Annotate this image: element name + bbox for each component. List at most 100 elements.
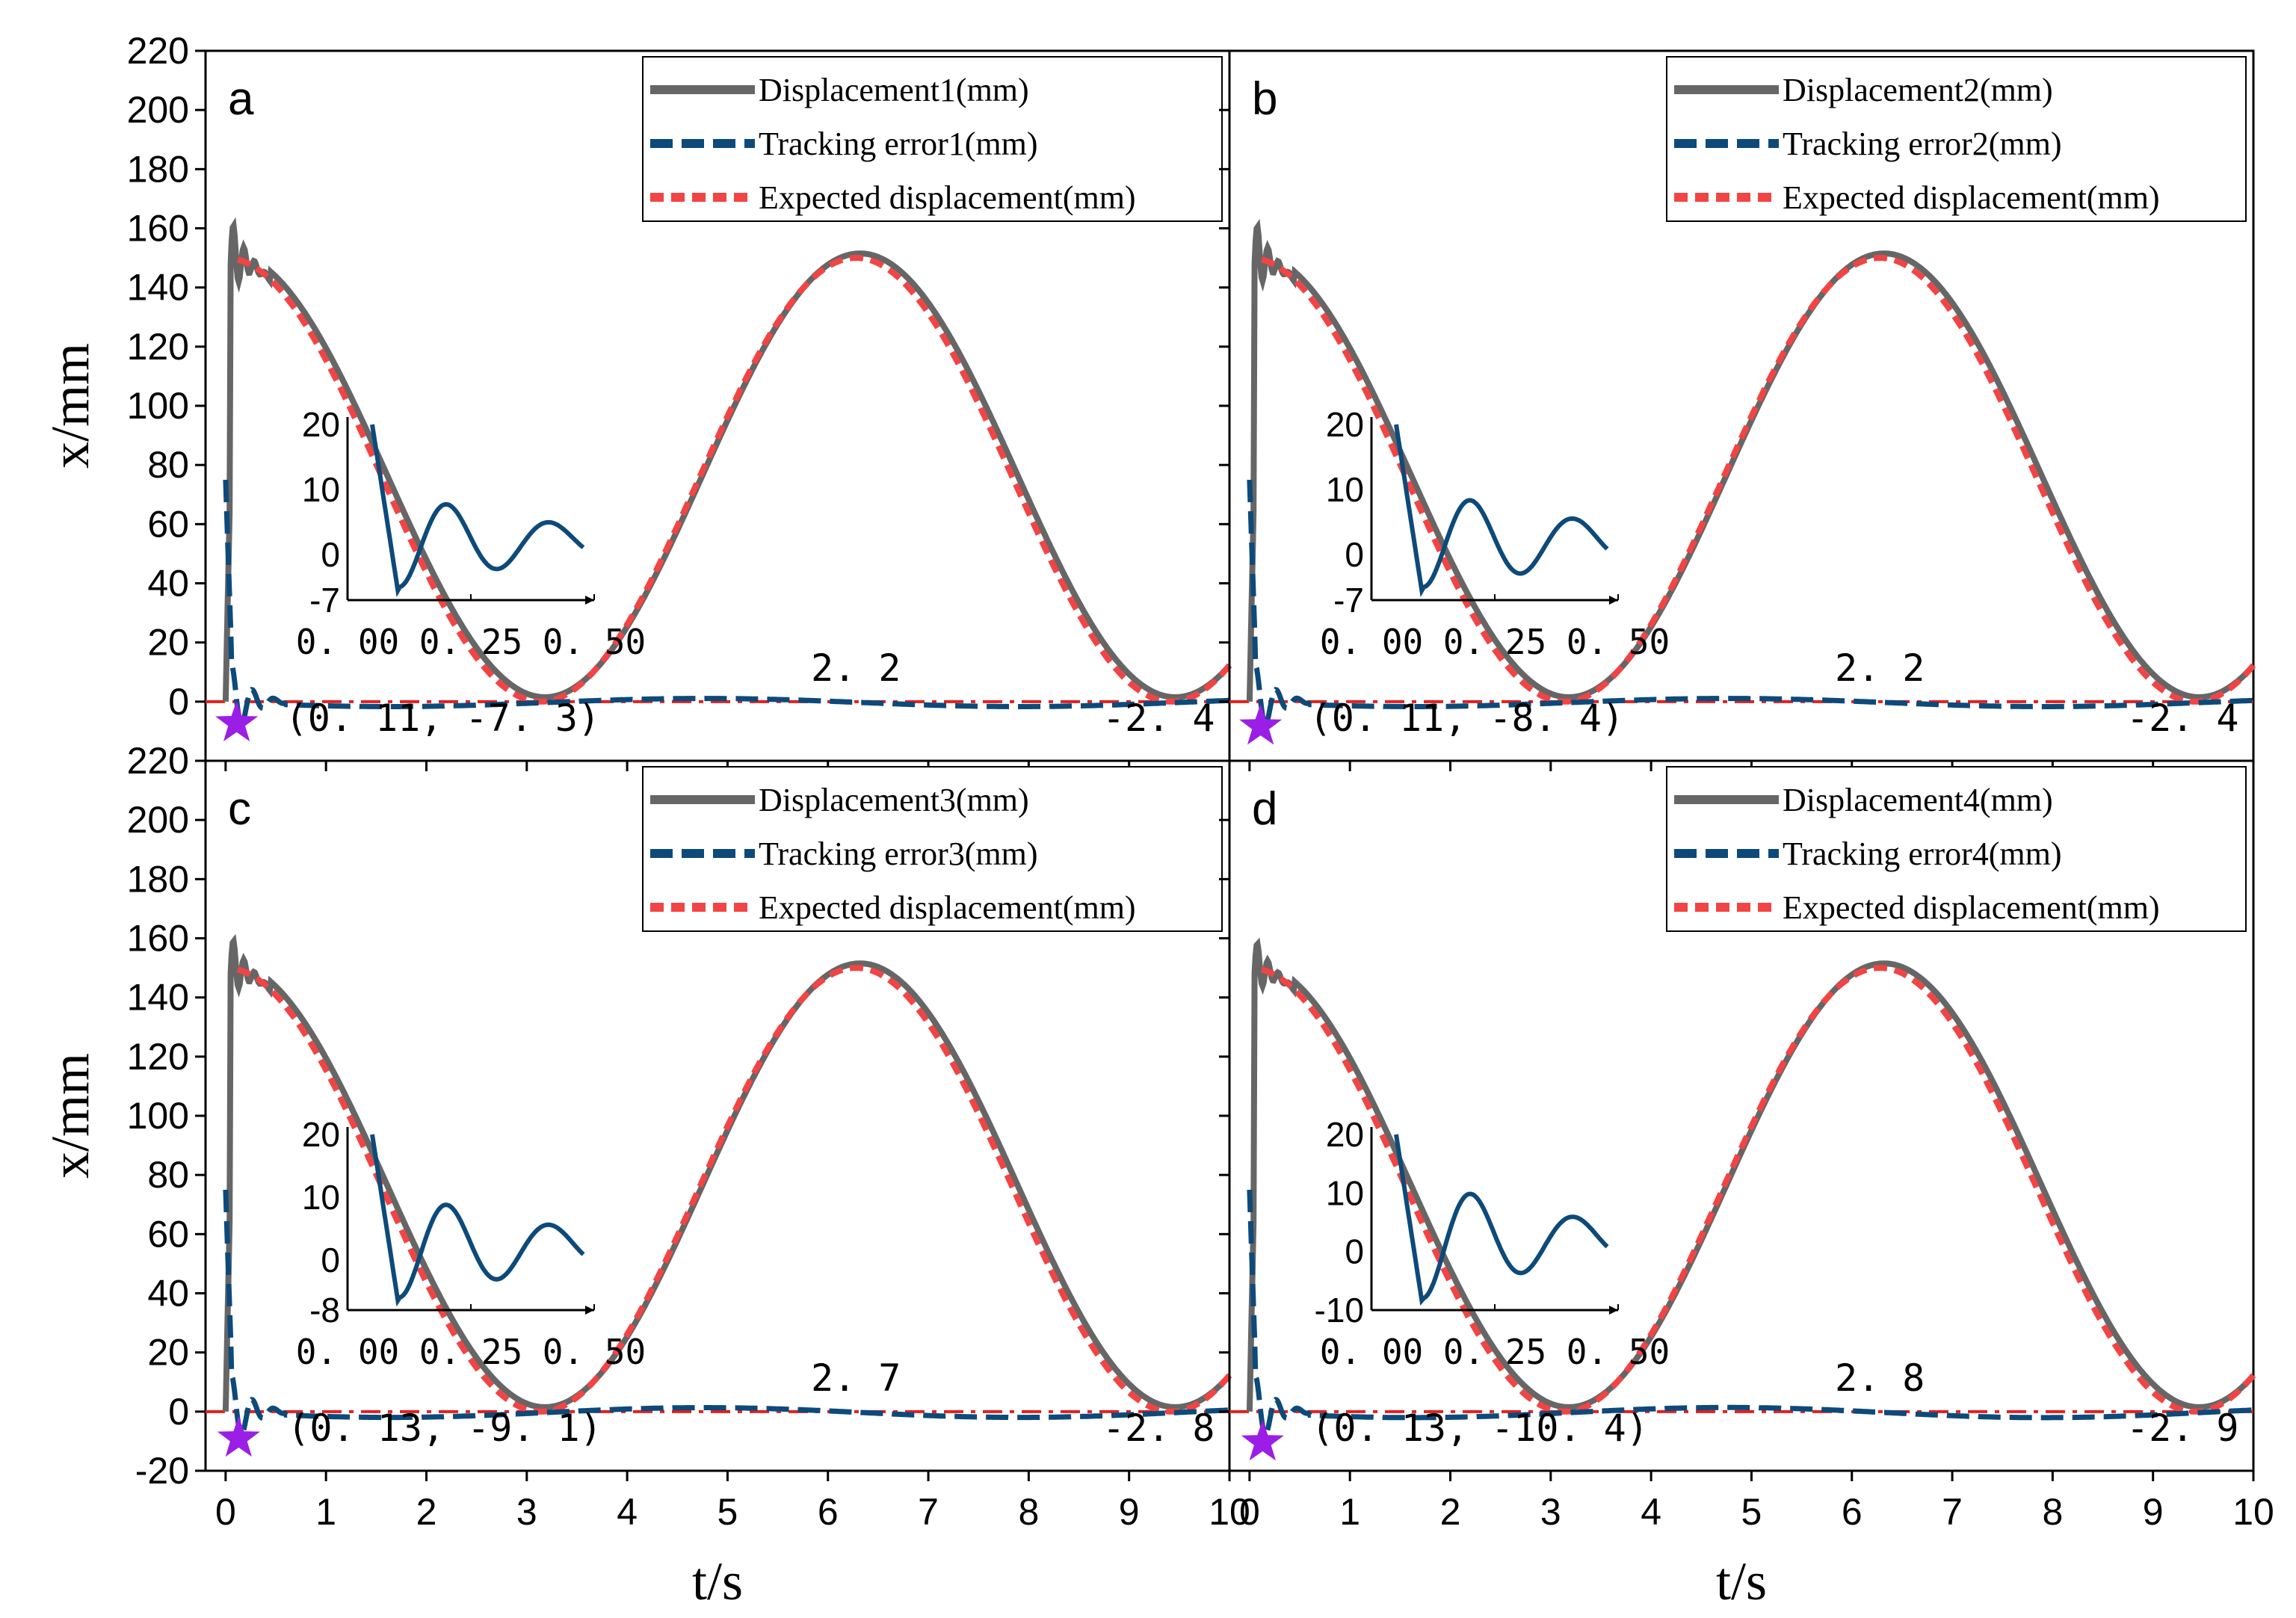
y-tick-label: 20 <box>147 1332 189 1374</box>
y-axis-title-bottom: x/mm <box>40 1053 100 1179</box>
min-error-star-marker <box>217 1415 260 1457</box>
legend-label: Tracking error1(mm) <box>759 126 1038 162</box>
y-tick-label: 220 <box>127 30 189 72</box>
expected-displacement-series <box>236 965 1232 1415</box>
y-axis-title-top: x/mm <box>40 343 100 469</box>
inset-y-tick-label: -8 <box>309 1291 340 1330</box>
x-tick-label: 2 <box>416 1491 437 1533</box>
min-error-star-marker <box>1241 1420 1284 1461</box>
legend-label: Expected displacement(mm) <box>1783 179 2160 216</box>
panel-letter: d <box>1252 783 1277 835</box>
peak-error-annotation: 2. 7 <box>811 1356 901 1400</box>
y-tick-label: 180 <box>127 858 189 900</box>
inset-y-tick-label: 20 <box>302 405 340 444</box>
tracking-error-series <box>223 479 1230 728</box>
x-tick-label: 1 <box>1339 1491 1360 1533</box>
inset-x-tick-label: 0. 25 <box>419 1332 522 1372</box>
inset-x-tick-label: 0. 50 <box>1567 622 1670 662</box>
star-annotation: (0. 11, -8. 4) <box>1309 697 1624 740</box>
inset-x-tick-label: 0. 50 <box>543 622 646 662</box>
legend-label: Tracking error4(mm) <box>1783 836 2062 872</box>
end-error-annotation: -2. 9 <box>2126 1407 2239 1450</box>
y-tick-label: 40 <box>147 1273 189 1315</box>
inset-y-tick-label: 0 <box>1345 535 1364 574</box>
y-tick-label: 200 <box>127 89 189 131</box>
inset-x-tick-label: 0. 00 <box>296 622 399 662</box>
inset-x-tick-label: 0. 50 <box>543 1332 646 1372</box>
inset-arrow-icon <box>1609 596 1618 605</box>
expected-displacement-series <box>1260 255 2256 705</box>
inset-x-tick-label: 0. 25 <box>1443 622 1546 662</box>
inset-y-tick-label: 20 <box>302 1115 340 1154</box>
x-tick-label: 10 <box>2232 1491 2274 1533</box>
x-tick-label: 6 <box>818 1491 839 1533</box>
y-tick-label: 140 <box>127 267 189 309</box>
inset-arrow-icon <box>585 1306 594 1315</box>
tracking-error-series <box>1247 479 2254 728</box>
y-tick-label: 60 <box>147 503 189 545</box>
y-tick-label: 220 <box>127 740 189 782</box>
y-tick-label: 120 <box>127 326 189 368</box>
y-tick-label: 120 <box>127 1036 189 1078</box>
star-annotation: (0. 11, -7. 3) <box>286 697 600 740</box>
end-error-annotation: -2. 4 <box>2126 697 2239 740</box>
panel-b: (0. 11, -8. 4) 2. 2 -2. 4 b Displacement2(mm… <box>1219 49 2256 771</box>
star-annotation: (0. 13, -9. 1) <box>287 1407 602 1450</box>
legend-label: Tracking error3(mm) <box>759 836 1038 872</box>
legend-label: Displacement1(mm) <box>759 72 1029 108</box>
inset-y-tick-label: 20 <box>1326 1115 1364 1154</box>
inset-arrow-icon <box>1609 1306 1618 1315</box>
inset-y-tick-label: -10 <box>1315 1291 1364 1330</box>
x-tick-label: 4 <box>1641 1491 1661 1533</box>
legend-label: Displacement2(mm) <box>1783 72 2053 108</box>
inset-y-tick-label: 10 <box>302 470 340 509</box>
inset-tracking-error-series <box>370 424 585 598</box>
x-tick-label: 8 <box>1018 1491 1039 1533</box>
peak-error-annotation: 2. 2 <box>1835 646 1925 690</box>
expected-displacement-series <box>236 255 1232 705</box>
y-tick-label: 160 <box>127 208 189 250</box>
inset-x-tick-label: 0. 00 <box>1320 622 1423 662</box>
legend-label: Expected displacement(mm) <box>1783 889 2160 926</box>
inset-y-tick-label: 0 <box>1345 1232 1364 1271</box>
inset-y-tick-label: 0 <box>321 1241 340 1279</box>
y-tick-label: 200 <box>127 799 189 841</box>
x-tick-label: 1 <box>315 1491 336 1533</box>
y-tick-label: 160 <box>127 918 189 960</box>
panel-d: 0 1 2 3 4 5 6 7 8 9 10 (0. 13, -10. 4) 2. 8 -2. 9 d Dis… <box>1219 759 2274 1533</box>
x-tick-label: 5 <box>718 1491 738 1533</box>
x-tick-label: 4 <box>617 1491 638 1533</box>
min-error-star-marker <box>215 700 259 741</box>
x-tick-label: 3 <box>1540 1491 1561 1533</box>
peak-error-annotation: 2. 2 <box>811 646 901 690</box>
panel-letter: b <box>1252 73 1277 125</box>
x-tick-label: 3 <box>516 1491 537 1533</box>
end-error-annotation: -2. 4 <box>1102 697 1215 740</box>
inset-x-tick-label: 0. 50 <box>1567 1332 1670 1372</box>
y-tick-label: 80 <box>147 444 189 486</box>
inset-y-tick-label: -7 <box>1333 581 1364 620</box>
x-tick-label: 7 <box>1942 1491 1963 1533</box>
inset-x-tick-label: 0. 25 <box>419 622 522 662</box>
inset-x-tick-label: 0. 00 <box>296 1332 399 1372</box>
x-tick-label: 9 <box>2143 1491 2164 1533</box>
inset-y-tick-label: 20 <box>1326 405 1364 444</box>
inset-tracking-error-series <box>1394 424 1609 598</box>
panel-letter: a <box>228 73 254 125</box>
x-axis-title-left: t/s <box>692 1551 743 1611</box>
x-tick-label: 0 <box>1239 1491 1260 1533</box>
x-tick-label: 5 <box>1741 1491 1762 1533</box>
x-axis-title-right: t/s <box>1716 1551 1767 1611</box>
inset-arrow-icon <box>585 596 594 605</box>
inset-x-tick-label: 0. 00 <box>1320 1332 1423 1372</box>
legend-label: Tracking error2(mm) <box>1783 126 2062 162</box>
legend-label: Expected displacement(mm) <box>759 179 1136 216</box>
star-annotation: (0. 13, -10. 4) <box>1311 1407 1649 1450</box>
inset-y-tick-label: 0 <box>321 535 340 574</box>
inset-y-tick-label: 10 <box>1326 470 1364 509</box>
inset-tracking-error-series <box>370 1134 585 1307</box>
x-tick-label: 6 <box>1842 1491 1863 1533</box>
y-tick-label: 100 <box>127 385 189 427</box>
